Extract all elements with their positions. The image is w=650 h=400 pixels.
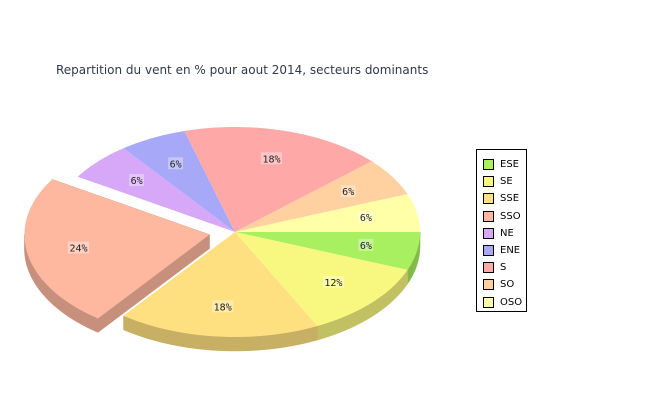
slice-so bbox=[235, 161, 408, 232]
legend-item-s: S bbox=[477, 259, 526, 276]
pie-labels: 6% 12% 18% 24% 6% 6% 18% 6% 6% bbox=[67, 152, 374, 313]
legend-swatch bbox=[483, 296, 494, 308]
slice-label-so: 6% bbox=[342, 187, 354, 198]
legend-label: ENE bbox=[500, 245, 521, 257]
slice-ene bbox=[123, 131, 235, 232]
slice-label-ene: 6% bbox=[170, 159, 182, 170]
slice-se bbox=[235, 232, 408, 326]
slice-label-sse: 18% bbox=[214, 302, 232, 313]
slice-label-se: 12% bbox=[324, 278, 342, 289]
slice-label-s: 18% bbox=[262, 154, 280, 165]
legend-item-ese: ESE bbox=[477, 156, 526, 173]
legend-item-sse: SSE bbox=[477, 190, 526, 207]
slice-label-bg-sso bbox=[67, 241, 90, 254]
legend: ESE SE SSE SSO NE ENE S SO OSO bbox=[476, 149, 527, 312]
slice-sso bbox=[24, 179, 210, 319]
slice-label-sso: 24% bbox=[69, 244, 87, 255]
slice-label-oso: 6% bbox=[360, 213, 372, 224]
legend-label: SE bbox=[500, 176, 513, 188]
slice-label-ese: 6% bbox=[360, 241, 372, 252]
slice-oso bbox=[235, 194, 420, 232]
slice-label-bg-oso bbox=[358, 211, 374, 224]
legend-label: SO bbox=[500, 279, 515, 291]
slice-ne bbox=[77, 148, 236, 232]
legend-label: SSE bbox=[500, 193, 520, 205]
slice-label-bg-ese bbox=[358, 238, 374, 251]
legend-swatch bbox=[483, 245, 494, 257]
chart-title: Repartition du vent en % pour aout 2014,… bbox=[56, 63, 429, 77]
legend-item-sso: SSO bbox=[477, 208, 526, 225]
slice-label-bg-ne bbox=[129, 174, 144, 187]
legend-swatch bbox=[483, 193, 494, 205]
slice-label-ne: 6% bbox=[131, 176, 143, 187]
legend-swatch bbox=[483, 262, 494, 274]
legend-swatch bbox=[483, 176, 494, 188]
legend-item-so: SO bbox=[477, 276, 526, 293]
slice-label-bg-se bbox=[322, 275, 344, 288]
legend-swatch bbox=[483, 279, 494, 291]
pie-tops bbox=[24, 127, 420, 337]
legend-label: NE bbox=[500, 227, 514, 239]
slice-s bbox=[184, 127, 372, 232]
legend-item-se: SE bbox=[477, 173, 526, 190]
legend-swatch bbox=[483, 159, 494, 171]
slice-label-bg-ene bbox=[168, 157, 183, 170]
slice-sse bbox=[123, 232, 318, 337]
legend-label: OSO bbox=[500, 296, 523, 308]
legend-label: ESE bbox=[500, 159, 519, 171]
legend-label: SSO bbox=[500, 210, 521, 222]
legend-swatch bbox=[483, 227, 494, 239]
legend-label: S bbox=[500, 262, 507, 274]
legend-item-ene: ENE bbox=[477, 242, 526, 259]
slice-ese bbox=[235, 232, 420, 270]
legend-item-ne: NE bbox=[477, 225, 526, 242]
slice-label-bg-s bbox=[260, 152, 283, 165]
legend-item-oso: OSO bbox=[477, 294, 526, 311]
slice-label-bg-so bbox=[340, 185, 356, 198]
legend-swatch bbox=[483, 210, 494, 222]
slice-label-bg-sse bbox=[212, 300, 234, 313]
